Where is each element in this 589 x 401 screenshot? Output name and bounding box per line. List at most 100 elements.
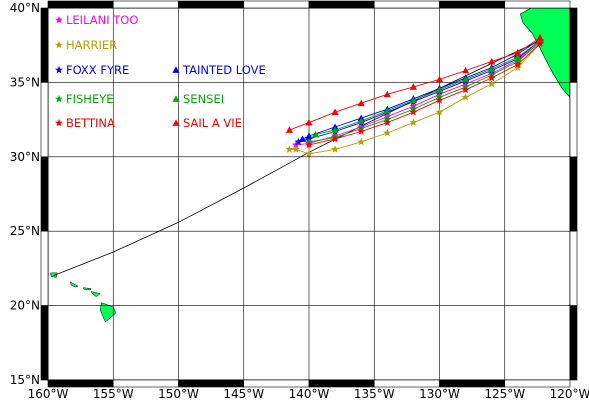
border-segment-bottom <box>504 379 571 388</box>
track-point-harrier <box>487 79 496 88</box>
track-point-harrier <box>409 118 418 126</box>
track-point-sensei <box>462 75 470 83</box>
track-line-fisheye <box>308 41 541 143</box>
border-segment-left <box>40 82 49 158</box>
kauai-island <box>50 272 58 278</box>
border-segment-right <box>569 230 578 306</box>
y-tick-label: 25°N <box>10 224 40 238</box>
track-point-sail-a-vie <box>409 83 417 90</box>
track-line-tainted-love <box>302 38 541 140</box>
border-segment-top <box>178 0 245 9</box>
border-segment-top <box>243 0 310 9</box>
legend-marker-leilani-too <box>55 15 63 24</box>
track-point-sensei <box>409 96 417 104</box>
border-segment-bottom <box>112 379 179 388</box>
track-point-harrier <box>357 137 366 146</box>
track-point-sail-a-vie <box>514 49 522 56</box>
border-segment-top <box>112 0 179 9</box>
x-tick-label: 125°W <box>484 387 525 401</box>
border-segment-left <box>40 305 49 381</box>
legend-marker-sensei <box>172 95 180 102</box>
track-sail-a-vie <box>285 34 544 133</box>
track-point-bettina <box>357 127 366 135</box>
track-point-bettina <box>435 96 444 104</box>
x-tick-label: 155°W <box>93 387 134 401</box>
legend-marker-tainted-love <box>172 66 180 73</box>
border-segment-bottom <box>243 379 310 388</box>
x-tick-label: 145°W <box>223 387 264 401</box>
legend-marker-bettina <box>55 118 63 127</box>
track-point-harrier <box>305 149 313 158</box>
track-point-bettina <box>331 134 340 143</box>
x-tick-label: 120°W <box>550 387 589 401</box>
legend-label-leilani-too: LEILANI TOO <box>66 13 138 27</box>
track-point-harrier <box>291 145 300 153</box>
legend-marker-foxx-fyre <box>55 65 63 74</box>
track-line-sail-a-vie <box>289 37 541 131</box>
land-layer <box>50 7 571 323</box>
border-segment-top <box>504 0 571 9</box>
legend-entry-tainted-love: TAINTED LOVE <box>172 63 266 77</box>
track-point-sail-a-vie <box>462 66 470 74</box>
track-point-sensei <box>488 65 496 72</box>
x-tick-label: 150°W <box>158 387 199 401</box>
border-segment-left <box>40 156 49 232</box>
legend-label-harrier: HARRIER <box>66 38 117 52</box>
track-point-sail-a-vie <box>285 126 294 133</box>
track-line-bettina <box>308 43 541 146</box>
border-segment-left <box>40 230 49 306</box>
track-point-bettina <box>305 140 313 149</box>
track-point-leilani-too <box>291 140 300 149</box>
track-point-bettina <box>383 118 392 126</box>
track-sensei <box>311 37 544 138</box>
track-point-bettina <box>409 107 418 116</box>
track-point-sensei <box>357 117 365 124</box>
legend-label-sensei: SENSEI <box>183 92 224 106</box>
legend-entry-fisheye: FISHEYE <box>55 92 114 106</box>
map-frame <box>40 0 578 388</box>
legend-label-tainted-love: TAINTED LOVE <box>182 63 266 77</box>
legend-label-bettina: BETTINA <box>66 116 115 130</box>
track-point-foxx-fyre <box>294 137 303 146</box>
track-point-sail-a-vie <box>331 108 339 116</box>
legend-entry-harrier: HARRIER <box>55 38 117 52</box>
hawaii-big-island <box>99 302 117 323</box>
track-point-harrier <box>461 93 470 101</box>
legend-entry-sensei: SENSEI <box>172 92 224 106</box>
border-segment-bottom <box>47 379 114 388</box>
x-tick-label: 130°W <box>419 387 460 401</box>
track-point-harrier <box>383 128 392 137</box>
tracks-layer <box>285 34 544 158</box>
track-point-tainted-love <box>305 132 313 139</box>
track-tainted-love <box>298 35 544 142</box>
border-segment-bottom <box>439 379 506 388</box>
y-tick-label: 35°N <box>10 75 40 89</box>
border-segment-top <box>308 0 375 9</box>
track-point-bettina <box>513 60 522 68</box>
track-point-sensei <box>331 126 339 133</box>
legend-entry-bettina: BETTINA <box>55 116 115 130</box>
track-point-harrier <box>435 107 444 116</box>
border-segment-bottom <box>178 379 245 388</box>
track-point-sail-a-vie <box>383 90 391 98</box>
track-point-bettina <box>487 73 496 82</box>
border-segment-bottom <box>308 379 375 388</box>
track-point-tainted-love <box>298 135 307 142</box>
track-point-sail-a-vie <box>488 57 496 65</box>
border-segment-bottom <box>373 379 440 388</box>
maui-island <box>90 291 101 298</box>
track-point-sensei <box>514 53 522 60</box>
legend-marker-harrier <box>55 40 63 49</box>
y-tick-label: 40°N <box>10 1 40 15</box>
track-point-sail-a-vie <box>357 99 365 107</box>
y-tick-label: 20°N <box>10 299 40 313</box>
axis-tick-labels: 160°W 155°W 150°W 145°W 140°W 135°W 130°W 125°W… <box>10 1 589 401</box>
border-segment-top <box>373 0 440 9</box>
legend-entry-sail-a-vie: SAIL A VIE <box>172 116 242 130</box>
track-point-harrier <box>513 63 522 71</box>
legend-label-fisheye: FISHEYE <box>66 92 114 106</box>
track-point-harrier <box>331 145 340 153</box>
track-bettina <box>305 39 544 149</box>
border-segment-top <box>439 0 506 9</box>
